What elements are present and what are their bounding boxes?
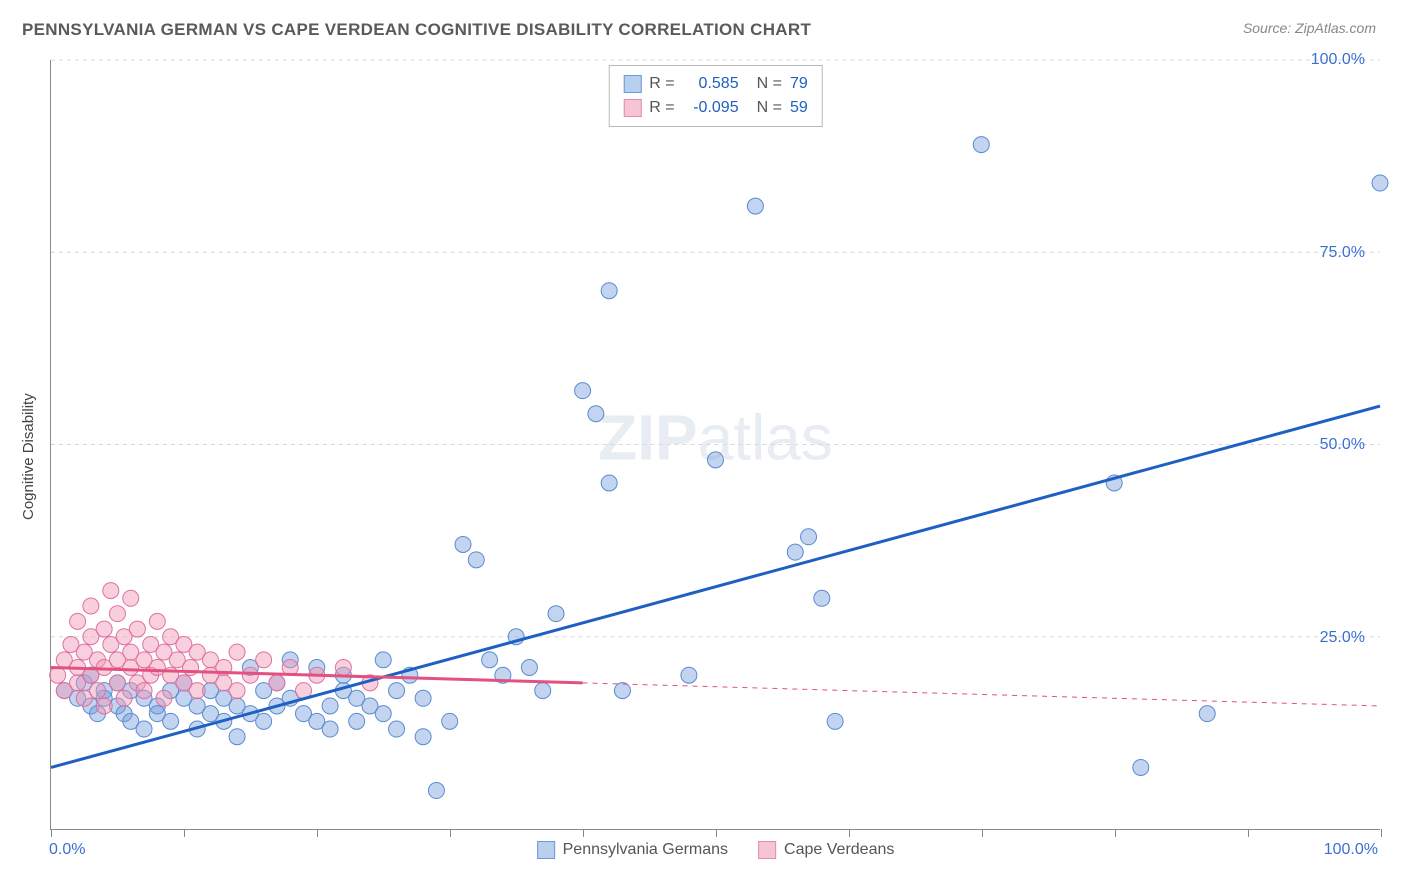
legend-swatch-icon: [623, 75, 641, 93]
legend-item: Pennsylvania Germans: [537, 841, 728, 859]
x-tick: [583, 829, 584, 837]
stats-n-value: 79: [790, 72, 808, 96]
x-tick: [1115, 829, 1116, 837]
legend-item: Cape Verdeans: [758, 841, 894, 859]
chart-container: PENNSYLVANIA GERMAN VS CAPE VERDEAN COGN…: [0, 0, 1406, 892]
stats-n-value: 59: [790, 96, 808, 120]
stats-r-label: R =: [649, 96, 674, 120]
x-tick: [51, 829, 52, 837]
x-axis-label-right: 100.0%: [1324, 841, 1378, 859]
legend-swatch-icon: [758, 841, 776, 859]
legend-swatch-icon: [623, 99, 641, 117]
x-tick: [317, 829, 318, 837]
x-tick: [450, 829, 451, 837]
plot-area: ZIPatlas 25.0%50.0%75.0%100.0% 0.0% 100.…: [50, 60, 1380, 830]
plot-svg: [51, 60, 1380, 829]
y-tick-label: 75.0%: [1320, 244, 1365, 262]
y-tick-label: 50.0%: [1320, 436, 1365, 454]
chart-title: PENNSYLVANIA GERMAN VS CAPE VERDEAN COGN…: [22, 20, 811, 40]
stats-r-value: 0.585: [683, 72, 739, 96]
x-tick: [1248, 829, 1249, 837]
stats-row: R = 0.585 N = 79: [623, 72, 807, 96]
x-tick: [849, 829, 850, 837]
legend-bottom: Pennsylvania Germans Cape Verdeans: [537, 841, 895, 859]
legend-label: Pennsylvania Germans: [563, 841, 728, 859]
x-tick: [1381, 829, 1382, 837]
legend-label: Cape Verdeans: [784, 841, 894, 859]
x-tick: [716, 829, 717, 837]
stats-row: R = -0.095 N = 59: [623, 96, 807, 120]
x-axis-label-left: 0.0%: [49, 841, 85, 859]
legend-swatch-icon: [537, 841, 555, 859]
stats-n-label: N =: [757, 72, 782, 96]
source-attribution: Source: ZipAtlas.com: [1243, 20, 1376, 36]
y-tick-label: 100.0%: [1311, 51, 1365, 69]
y-axis-title: Cognitive Disability: [20, 393, 37, 520]
stats-r-label: R =: [649, 72, 674, 96]
x-tick: [982, 829, 983, 837]
x-tick: [184, 829, 185, 837]
stats-r-value: -0.095: [683, 96, 739, 120]
stats-box: R = 0.585 N = 79 R = -0.095 N = 59: [608, 65, 822, 127]
stats-n-label: N =: [757, 96, 782, 120]
y-tick-label: 25.0%: [1320, 629, 1365, 647]
